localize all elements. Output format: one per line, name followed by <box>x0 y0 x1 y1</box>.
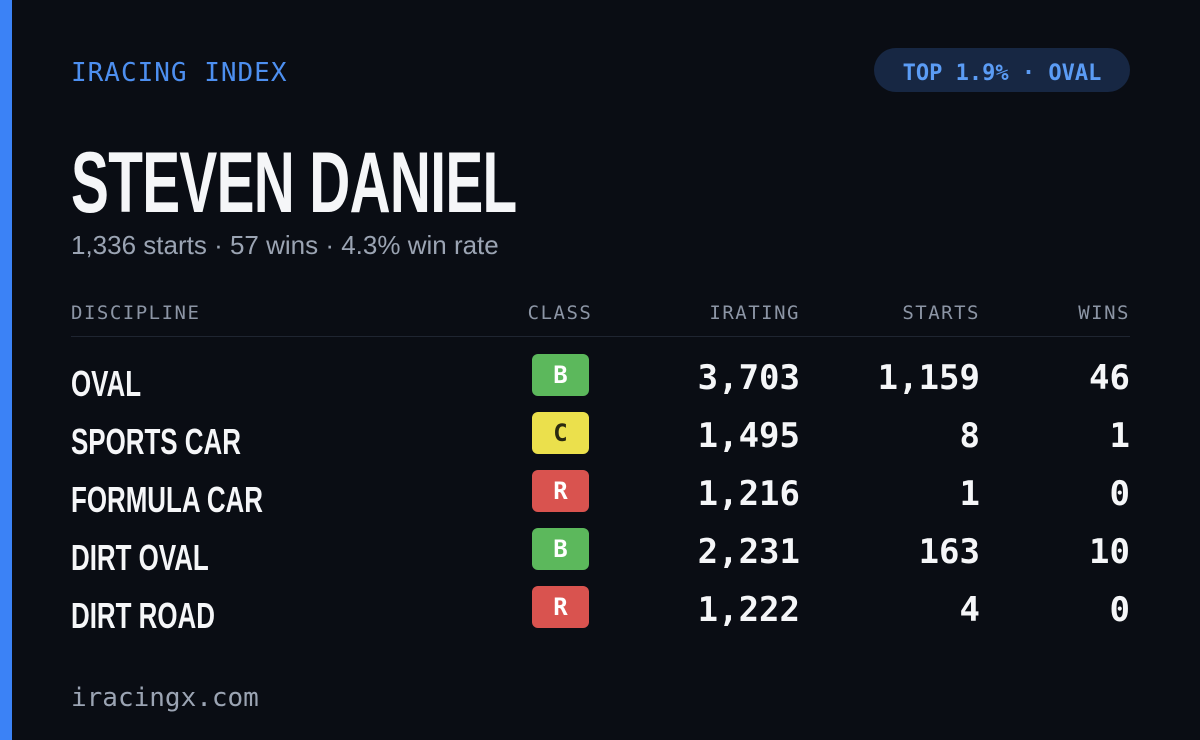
stat-value: 0 <box>1109 590 1130 630</box>
class-badge: R <box>532 586 589 628</box>
stat-value: 2,231 <box>697 532 800 572</box>
stat-value: 3,703 <box>697 358 800 398</box>
stat-value: 8 <box>959 416 980 456</box>
column-header: WINS <box>1078 302 1130 324</box>
stat-value: 1,495 <box>697 416 800 456</box>
driver-name: STEVEN DANIEL <box>71 135 517 231</box>
accent-stripe <box>0 0 12 740</box>
brand-title: IRACING INDEX <box>71 58 288 88</box>
stat-value: 163 <box>918 532 980 572</box>
stat-value: 1,222 <box>697 590 800 630</box>
class-badge: C <box>532 412 589 454</box>
discipline: OVAL <box>71 363 142 404</box>
discipline: FORMULA CAR <box>71 479 263 520</box>
stat-value: 0 <box>1109 474 1130 514</box>
stat-value: 1 <box>1109 416 1130 456</box>
stat-value: 46 <box>1089 358 1130 398</box>
stat-value: 4 <box>959 590 980 630</box>
discipline: SPORTS CAR <box>71 421 241 462</box>
class-badge: B <box>532 354 589 396</box>
column-header: CLASS <box>527 302 593 324</box>
column-header: IRATING <box>709 302 800 324</box>
rank-badge: TOP 1.9% · OVAL <box>874 48 1130 92</box>
summary: 1,336 starts · 57 wins · 4.3% win rate <box>71 230 499 260</box>
stat-value: 1,159 <box>877 358 980 398</box>
footer-site: iracingx.com <box>71 683 259 713</box>
discipline: DIRT ROAD <box>71 595 215 636</box>
discipline: DIRT OVAL <box>71 537 209 578</box>
column-header: DISCIPLINE <box>71 302 201 324</box>
column-header: STARTS <box>902 302 980 324</box>
class-badge: B <box>532 528 589 570</box>
stat-value: 1,216 <box>697 474 800 514</box>
stat-value: 10 <box>1089 532 1130 572</box>
stat-value: 1 <box>959 474 980 514</box>
header-rule <box>71 336 1130 337</box>
class-badge: R <box>532 470 589 512</box>
